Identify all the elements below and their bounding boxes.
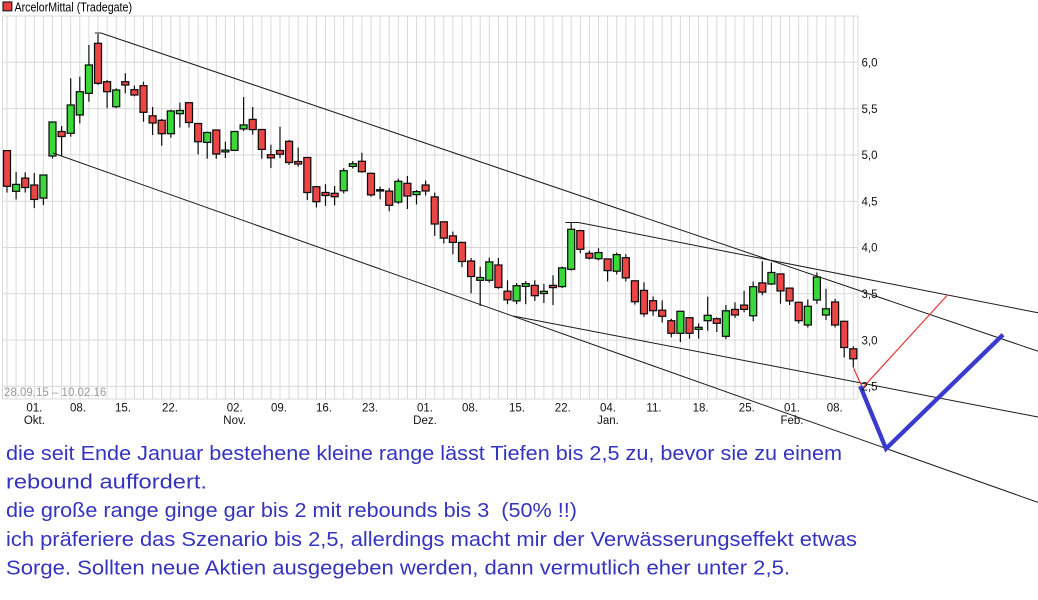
svg-text:2,5: 2,5 — [862, 382, 878, 394]
svg-text:6,0: 6,0 — [862, 58, 878, 70]
svg-text:4,5: 4,5 — [862, 196, 878, 208]
svg-text:22.: 22. — [555, 403, 571, 415]
svg-text:16.: 16. — [316, 403, 332, 415]
svg-text:Nov.: Nov. — [223, 415, 246, 427]
svg-text:22.: 22. — [162, 403, 178, 415]
svg-text:Jan.: Jan. — [597, 415, 619, 427]
svg-text:01.: 01. — [784, 403, 800, 415]
svg-text:18.: 18. — [693, 403, 709, 415]
svg-text:die seit Ende Januar bestehene: die seit Ende Januar bestehene kleine ra… — [6, 442, 842, 465]
svg-text:09.: 09. — [271, 403, 287, 415]
svg-text:ArcelorMittal (Tradegate): ArcelorMittal (Tradegate) — [15, 0, 133, 15]
svg-text:3,5: 3,5 — [862, 289, 878, 301]
svg-text:25.: 25. — [739, 403, 755, 415]
svg-text:3,0: 3,0 — [862, 335, 878, 347]
svg-text:08.: 08. — [827, 403, 843, 415]
svg-text:5,5: 5,5 — [862, 104, 878, 116]
svg-text:08.: 08. — [70, 403, 86, 415]
svg-text:5,0: 5,0 — [862, 150, 878, 162]
svg-text:Okt.: Okt. — [24, 415, 45, 427]
svg-text:28.09.15 – 10.02.16: 28.09.15 – 10.02.16 — [4, 387, 106, 399]
svg-text:23.: 23. — [362, 403, 378, 415]
svg-text:Sorge. Sollten neue Aktien aus: Sorge. Sollten neue Aktien ausgegeben we… — [6, 557, 790, 580]
svg-text:Feb.: Feb. — [780, 415, 803, 427]
svg-text:08.: 08. — [462, 403, 478, 415]
svg-text:4,0: 4,0 — [862, 243, 878, 255]
svg-text:02.: 02. — [227, 403, 243, 415]
svg-text:11.: 11. — [646, 403, 661, 415]
svg-text:Dez.: Dez. — [413, 415, 437, 427]
svg-text:04.: 04. — [600, 403, 616, 415]
svg-text:01.: 01. — [417, 403, 433, 415]
svg-text:01.: 01. — [26, 403, 42, 415]
svg-text:15.: 15. — [115, 403, 131, 415]
svg-text:ich präferiere das Szenario bi: ich präferiere das Szenario bis 2,5, all… — [6, 528, 857, 551]
svg-text:die große range ginge gar bis: die große range ginge gar bis 2 mit rebo… — [6, 499, 577, 522]
svg-text:rebound auffordert.: rebound auffordert. — [6, 471, 207, 494]
svg-text:15.: 15. — [509, 403, 525, 415]
